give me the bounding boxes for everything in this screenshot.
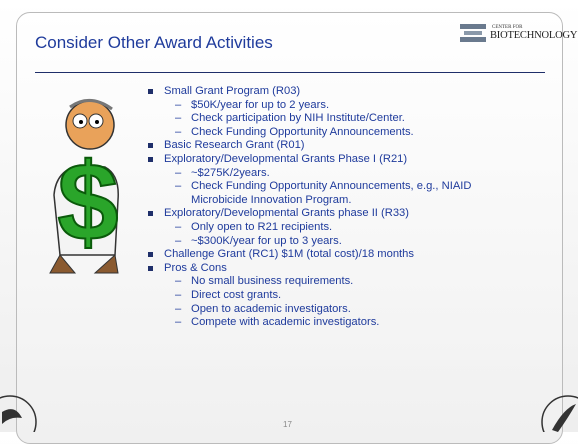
hhs-seal (541, 395, 578, 432)
bullet-square (148, 252, 153, 258)
nih-seal (0, 395, 37, 432)
logo-icon (460, 24, 486, 42)
bullet-text: Pros & Cons (164, 261, 227, 274)
sub-item: – ~$275K/2years. (148, 167, 511, 181)
sub-item: – $50K/year for up to 2 years. (148, 99, 511, 113)
page-number: 17 (283, 420, 292, 429)
cartoon: $ (49, 99, 120, 274)
bullet-square (148, 265, 153, 271)
bullet-square (148, 89, 153, 94)
bullet-list: Small Grant Program (R03) – $50K/year for … (148, 85, 548, 330)
sub-item-text: Direct cost grants. (191, 288, 282, 301)
sub-item-text: ~$300K/year for up to 3 years. (191, 234, 342, 247)
sub-item: – Open to academic investigators. (148, 303, 511, 317)
sub-dash: – (175, 166, 182, 179)
logo-text-small: CENTER FOR (492, 25, 523, 30)
sub-dash: – (175, 112, 182, 125)
bullet-text: Exploratory/Developmental Grants phase I… (164, 207, 409, 220)
slide-title: Consider Other Award Activities (35, 33, 273, 52)
bullet-text: Challenge Grant (RC1) $1M (total cost)/1… (164, 248, 414, 261)
sub-item: – ~$300K/year for up to 3 years. (148, 235, 511, 249)
sub-dash: – (175, 220, 182, 233)
svg-text:$: $ (57, 141, 118, 264)
sub-item: – Compete with academic investigators. (148, 316, 511, 330)
sub-item-text: Check participation by NIH Institute/Cen… (191, 112, 405, 125)
sub-item: – Check Funding Opportunity Announcements… (148, 180, 511, 207)
sub-item-text: Open to academic investigators. (191, 302, 351, 315)
bullet-square (148, 143, 153, 149)
bullet-item: Exploratory/Developmental Grants Phase I… (148, 153, 548, 167)
sub-item-text: $50K/year for up to 2 years. (191, 98, 330, 111)
sub-item-text: Only open to R21 recipients. (191, 220, 333, 233)
sub-item-text: ~$275K/2years. (191, 166, 270, 179)
sub-item-text: Compete with academic investigators. (191, 316, 380, 329)
bullet-item: Pros & Cons (148, 262, 548, 276)
sub-dash: – (175, 125, 182, 138)
sub-item: – Only open to R21 recipients. (148, 221, 511, 235)
bullet-text: Small Grant Program (R03) (164, 85, 301, 97)
title-rule (35, 72, 545, 73)
sub-dash: – (175, 275, 182, 288)
sub-item: – Direct cost grants. (148, 289, 511, 303)
bullet-item: Basic Research Grant (R01) (148, 139, 548, 153)
sub-item: – Check participation by NIH Institute/Ce… (148, 112, 511, 126)
bullet-item: Exploratory/Developmental Grants phase I… (148, 207, 548, 221)
bullet-item: Challenge Grant (RC1) $1M (total cost)/1… (148, 248, 548, 262)
bullet-square (148, 211, 153, 217)
bullet-item: Small Grant Program (R03) (148, 85, 548, 99)
sub-dash: – (175, 180, 182, 193)
bullet-text: Exploratory/Developmental Grants Phase I… (164, 152, 408, 165)
sub-item-text: Check Funding Opportunity Announcements,… (191, 180, 472, 206)
slide: Consider Other Award Activities CENTER F… (0, 12, 578, 444)
sub-item: – No small business requirements. (148, 275, 511, 289)
bullet-text: Basic Research Grant (R01) (164, 139, 305, 152)
sub-dash: – (175, 98, 182, 111)
sub-item-text: Check Funding Opportunity Announcements. (191, 125, 414, 138)
bullet-square (148, 156, 153, 162)
sub-dash: – (175, 288, 182, 301)
sub-item-text: No small business requirements. (191, 275, 354, 288)
sub-dash: – (175, 316, 182, 329)
sub-item: – Check Funding Opportunity Announcements… (148, 126, 511, 140)
sub-dash: – (175, 234, 182, 247)
sub-dash: – (175, 302, 182, 315)
logo-text: BIOTECHNOLOGY (490, 30, 578, 41)
